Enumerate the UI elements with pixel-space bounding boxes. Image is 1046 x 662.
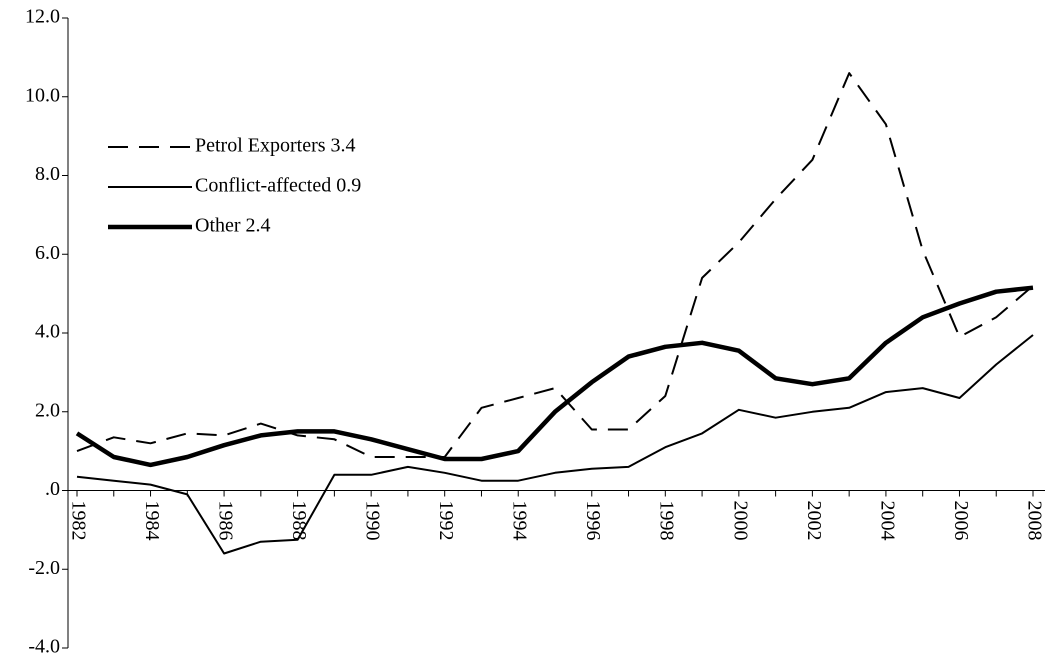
- x-tick-label: 2008: [1023, 501, 1045, 541]
- y-tick-label: -2.0: [28, 557, 60, 579]
- x-tick-label: 2000: [729, 501, 751, 541]
- x-tick-label: 1982: [67, 501, 89, 541]
- y-tick-label: 10.0: [25, 84, 60, 106]
- x-tick-label: 1984: [141, 501, 163, 541]
- series-line: [75, 285, 1034, 468]
- series-line: [76, 72, 1034, 458]
- y-tick-label: 12.0: [25, 6, 60, 28]
- y-tick-label: 4.0: [35, 321, 60, 343]
- series-line: [76, 334, 1034, 555]
- y-tick-label: -4.0: [28, 636, 60, 658]
- y-tick-label: .0: [45, 478, 60, 500]
- y-tick-label: 2.0: [35, 399, 60, 421]
- x-tick-label: 1988: [288, 501, 310, 541]
- legend-label: Petrol Exporters 3.4: [195, 135, 356, 157]
- x-tick-label: 1998: [656, 501, 678, 541]
- x-tick-label: 2002: [803, 501, 825, 541]
- y-tick-label: 6.0: [35, 242, 60, 264]
- y-tick-label: 8.0: [35, 163, 60, 185]
- x-tick-label: 1994: [509, 501, 531, 541]
- legend-label: Conflict-affected 0.9: [195, 175, 361, 197]
- x-tick-label: 1990: [362, 501, 384, 541]
- x-tick-label: 2004: [876, 501, 898, 541]
- x-tick-label: 1986: [214, 501, 236, 541]
- x-tick-label: 1996: [582, 501, 604, 541]
- legend-label: Other 2.4: [195, 215, 271, 237]
- x-tick-label: 2006: [950, 501, 972, 541]
- x-tick-label: 1992: [435, 501, 457, 541]
